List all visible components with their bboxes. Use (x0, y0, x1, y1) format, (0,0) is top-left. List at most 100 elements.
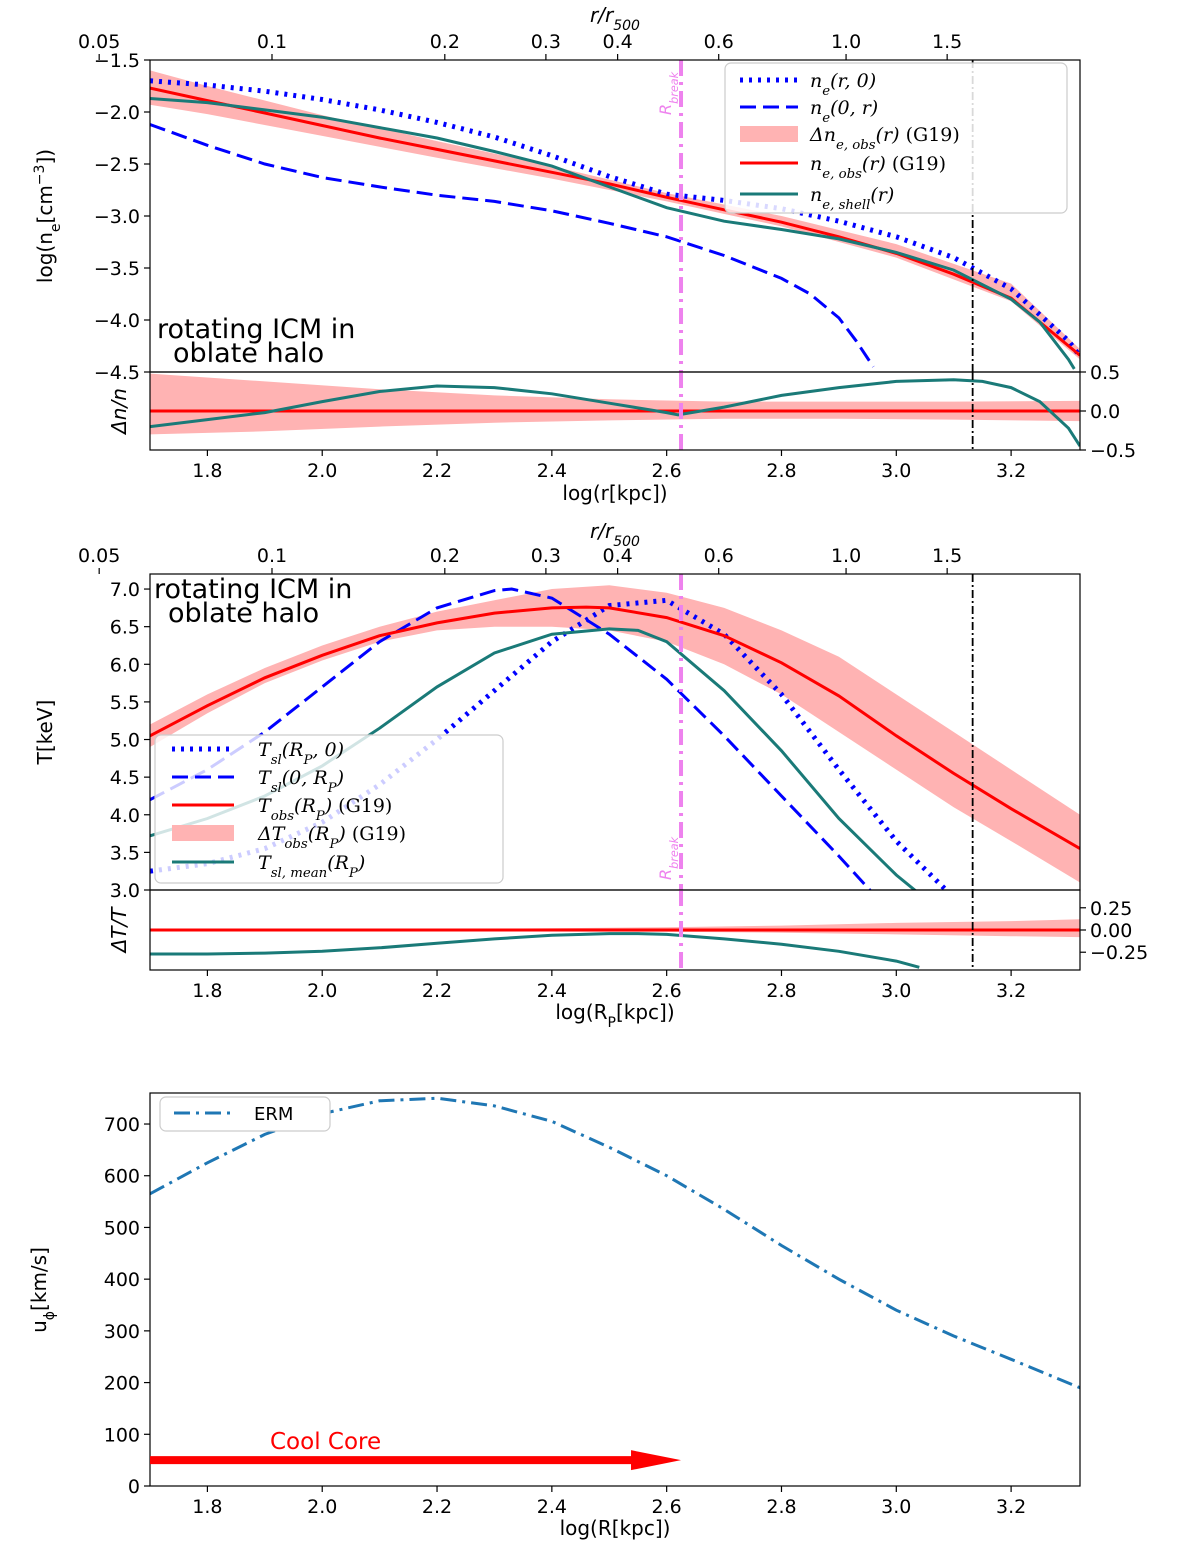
density-y-tick-label-0: −1.5 (94, 50, 140, 72)
temp-legend-label-3: ΔTobs(RP) (G19) (257, 823, 406, 852)
temp-res-y-tick-label-1: 0.00 (1090, 920, 1132, 942)
density-top-tick-label-7: 1.5 (932, 31, 962, 53)
density-top-tick-label-3: 0.3 (531, 31, 561, 53)
density-legend-label-0: ne(r, 0) (810, 70, 876, 99)
density-top-tick-label-1: 0.1 (257, 31, 287, 53)
density-legend-label-3: ne, obs(r) (G19) (810, 153, 946, 182)
density-res-y-tick-label-1: 0.0 (1090, 401, 1120, 423)
vel-y-tick-label-2: 200 (104, 1373, 140, 1395)
density-x-axis-label: log(r[kpc]) (562, 481, 667, 505)
vel-legend: ERM (159, 1096, 331, 1132)
density-res-y-axis-label: Δn/n (107, 388, 131, 436)
density-annotation-line1: rotating ICM in (157, 314, 355, 345)
cool-core-arrow-head (631, 1450, 682, 1471)
temp-legend-box (154, 734, 504, 884)
temp-y-tick-label-3: 4.5 (110, 767, 140, 789)
temp-res-y-tick-label-0: 0.25 (1090, 898, 1132, 920)
vel-y-tick-label-7: 700 (104, 1114, 140, 1136)
temp-top-tick-label-3: 0.3 (531, 545, 561, 567)
vel-y-tick-label-6: 600 (104, 1166, 140, 1188)
temp-series-0 (150, 597, 950, 890)
density-y-tick-label-3: −3.0 (94, 206, 140, 228)
temp-legend: Tsl(RP, 0)Tsl(0, RP)Tobs(RP) (G19)ΔTobs(… (154, 734, 504, 884)
temp-top-tick-label-1: 0.1 (257, 545, 287, 567)
density-top-tick-label-6: 1.0 (831, 31, 861, 53)
vel-y-tick-label-3: 300 (104, 1321, 140, 1343)
density-y-axis-label: log(ne[cm−3]) (32, 149, 64, 283)
density-top-tick-label-5: 0.6 (704, 31, 734, 53)
temp-y-axis-label: T[keV] (33, 700, 57, 766)
density-top-tick-label-4: 0.4 (603, 31, 633, 53)
temperature-residual-panel: 0.250.00−0.25 1.8 2.0 2.2 2.4 2.6 2.8 3.0 3.2 ΔT/… (107, 889, 1148, 1031)
density-res-x-tick-label-0: 1.8 (192, 460, 222, 482)
temp-y-tick-label-8: 7.0 (110, 579, 140, 601)
temp-legend-label-2: Tobs(RP) (G19) (258, 795, 392, 824)
temp-y-tick-label-1: 3.5 (110, 842, 140, 864)
density-annotation-line2: oblate halo (173, 338, 324, 369)
density-res-x-tick-label-3: 2.4 (537, 460, 567, 482)
temp-res-x-tick-label-7: 3.2 (996, 980, 1026, 1002)
temp-y-tick-label-0: 3.0 (110, 880, 140, 902)
cool-core-label: Cool Core (270, 1429, 381, 1455)
velocity-panel: 0 100 200 300 400 500 600 700 1.8 2.0 2.2 2.4 2.6 2.8… (27, 1092, 1081, 1540)
temp-series-1 (150, 587, 872, 890)
temp-series-2 (150, 605, 1080, 850)
temp-res-y-tick-label-2: −0.25 (1090, 942, 1148, 964)
density-legend: ne(r, 0)ne(0, r)Δne, obs(r) (G19)ne, obs… (724, 62, 1068, 214)
temp-y-tick-label-2: 4.0 (110, 805, 140, 827)
vel-frame (149, 1092, 1081, 1487)
density-top-tick-label-2: 0.2 (430, 31, 460, 53)
temp-top-tick-label-4: 0.4 (603, 545, 633, 567)
density-legend-box (724, 62, 1068, 214)
temp-res-series-1 (150, 932, 920, 969)
density-legend-label-1: ne(0, r) (810, 97, 878, 126)
density-y-tick-label-5: −4.0 (94, 310, 140, 332)
vel-x-tick-label-2: 2.2 (422, 1496, 452, 1518)
temp-rbreak-label: Rbreak (656, 836, 681, 880)
density-y-tick-label-1: −2.0 (94, 102, 140, 124)
temperature-panel: Rbreak 3.0 3.5 4.0 4.5 5.0 5.5 6.0 6.5 7.0 0.05 0.1… (33, 519, 1081, 902)
temp-legend-label-1: Tsl(0, RP) (258, 767, 344, 796)
temp-top-tick-label-0: 0.05 (78, 545, 120, 567)
temp-res-y-axis-label: ΔT/T (107, 906, 131, 955)
temp-legend-label-0: Tsl(RP, 0) (258, 739, 344, 768)
density-top-axis-label: r/r500 (590, 3, 640, 34)
density-panel: Rbreak −1.5 −2.0 −2.5 −3.0 −3.5 −4.0 −4.5 0.05 0.… (32, 3, 1081, 384)
temp-top-axis-label: r/r500 (590, 519, 640, 550)
vel-x-tick-label-0: 1.8 (192, 1496, 222, 1518)
temp-top-tick-label-6: 1.0 (831, 545, 861, 567)
density-res-x-tick-label-6: 3.0 (881, 460, 911, 482)
density-legend-label-2: Δne, obs(r) (G19) (809, 124, 960, 153)
vel-x-tick-label-1: 2.0 (307, 1496, 337, 1518)
temp-y-tick-label-5: 5.5 (110, 692, 140, 714)
temp-res-x-tick-label-3: 2.4 (537, 980, 567, 1002)
vel-y-tick-label-1: 100 (104, 1424, 140, 1446)
vel-y-tick-label-4: 400 (104, 1269, 140, 1291)
density-band (150, 70, 1080, 360)
density-y-tick-label-4: −3.5 (94, 258, 140, 280)
density-series-1 (150, 123, 875, 368)
vel-x-tick-label-5: 2.8 (766, 1496, 796, 1518)
temp-x-axis-label: log(RP[kpc]) (555, 1000, 674, 1031)
vel-y-axis-label: uϕ[km/s] (27, 1247, 58, 1333)
density-series-0 (150, 78, 1080, 358)
density-legend-swatch-2 (740, 126, 798, 142)
temp-res-x-tick-label-6: 3.0 (881, 980, 911, 1002)
density-residual-panel: 0.5 0.0 −0.5 1.8 2.0 2.2 2.4 2.6 2.8 3.0 3.2 Δn/n lo… (107, 362, 1136, 505)
temp-annotation-line2: oblate halo (168, 598, 319, 629)
temp-legend-label-4: Tsl, mean(RP) (258, 852, 365, 881)
temp-annotation-line1: rotating ICM in (154, 574, 352, 605)
vel-x-tick-label-3: 2.4 (537, 1496, 567, 1518)
vel-x-tick-label-4: 2.6 (652, 1496, 682, 1518)
temp-top-tick-label-2: 0.2 (430, 545, 460, 567)
temp-legend-swatch-3 (172, 825, 234, 841)
temp-res-x-tick-label-1: 2.0 (307, 980, 337, 1002)
vel-x-axis-label: log(R[kpc]) (560, 1516, 671, 1540)
density-rbreak-label: Rbreak (656, 71, 681, 115)
vel-y-tick-label-5: 500 (104, 1217, 140, 1239)
density-res-series-1 (150, 378, 1080, 447)
density-series-3 (150, 97, 1076, 370)
temp-res-x-tick-label-4: 2.6 (652, 980, 682, 1002)
density-y-tick-label-2: −2.5 (94, 154, 140, 176)
